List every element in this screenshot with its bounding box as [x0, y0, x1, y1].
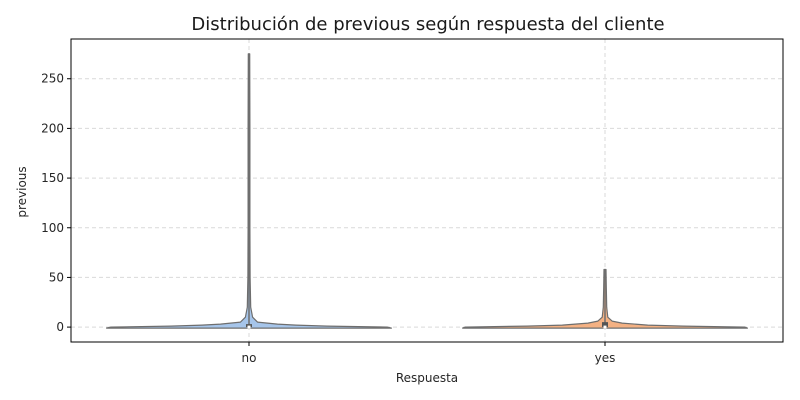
- grid: [71, 39, 783, 342]
- violin-median-no: [247, 325, 251, 329]
- y-tick-label: 100: [41, 221, 64, 235]
- x-tick-label: yes: [595, 351, 616, 365]
- violin-median-yes: [603, 325, 607, 329]
- y-tick-label: 50: [49, 270, 64, 284]
- y-axis-label: previous: [15, 166, 29, 217]
- y-tick-label: 250: [41, 72, 64, 86]
- y-tick-label: 0: [56, 320, 64, 334]
- y-tick-label: 150: [41, 171, 64, 185]
- violins: [106, 53, 748, 329]
- y-tick-label: 200: [41, 121, 64, 135]
- x-axis-label: Respuesta: [396, 371, 458, 385]
- violin-box-yes: [602, 322, 608, 328]
- plot-frame: [70, 38, 784, 343]
- x-tick-label: no: [242, 351, 257, 365]
- axis-ticks: 0 50 100 150 200 250 no yes: [41, 72, 615, 365]
- chart-title: Distribución de previous según respuesta…: [191, 14, 664, 35]
